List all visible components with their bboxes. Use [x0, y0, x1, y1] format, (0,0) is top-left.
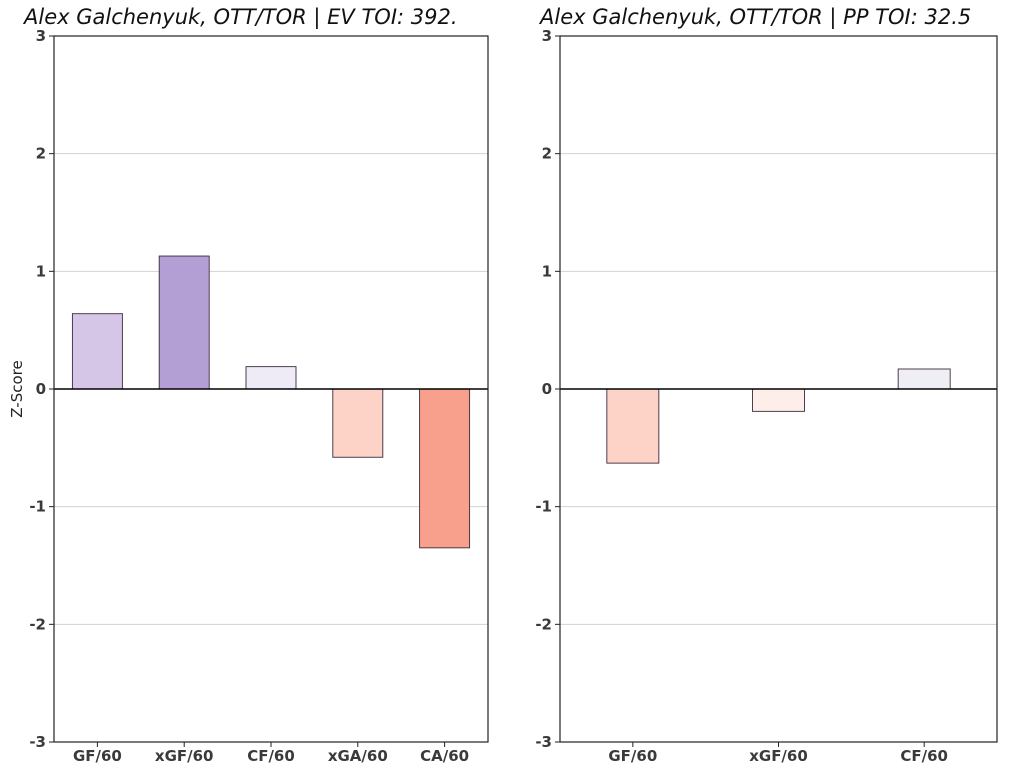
x-tick-label: xGF/60: [749, 747, 808, 765]
x-tick-label: GF/60: [608, 747, 657, 765]
y-tick-label: -2: [535, 615, 552, 633]
bar-gf-per-60: [71, 313, 123, 390]
x-tick-label: xGF/60: [155, 747, 214, 765]
ev-chart-panel: Alex Galchenyuk, OTT/TOR | EV TOI: 392. …: [8, 5, 489, 765]
y-tick-label: 0: [542, 380, 552, 398]
ev-chart-title: Alex Galchenyuk, OTT/TOR | EV TOI: 392.: [22, 5, 458, 30]
bar-gf-per-60: [606, 388, 660, 464]
x-tick-label: xGA/60: [328, 747, 388, 765]
bar-xgf-per-60: [752, 388, 805, 412]
y-tick-label: 3: [36, 27, 46, 45]
x-tick-label: GF/60: [73, 747, 122, 765]
plot-frame: [53, 35, 489, 743]
pp-chart-panel: Alex Galchenyuk, OTT/TOR | PP TOI: 32.5 …: [535, 5, 998, 765]
y-tick-label: -1: [29, 498, 46, 516]
y-tick-label: -3: [535, 733, 552, 751]
y-tick-label: 1: [36, 262, 46, 280]
y-axis-label: Z-Score: [8, 360, 26, 417]
bar-xgf-per-60: [158, 255, 210, 390]
bar-xga-per-60: [332, 388, 384, 458]
bar-ca-per-60: [419, 388, 471, 549]
bar-cf-per-60: [245, 366, 297, 390]
y-tick-label: 1: [542, 262, 552, 280]
y-tick-label: 2: [542, 145, 552, 163]
y-tick-label: 3: [542, 27, 552, 45]
bar-cf-per-60: [897, 368, 951, 390]
y-tick-label: 0: [36, 380, 46, 398]
y-tick-label: -2: [29, 615, 46, 633]
x-tick-label: CF/60: [900, 747, 948, 765]
plot-frame: [559, 35, 998, 743]
x-tick-label: CA/60: [420, 747, 469, 765]
pp-chart-title: Alex Galchenyuk, OTT/TOR | PP TOI: 32.5: [538, 5, 971, 30]
y-tick-label: 2: [36, 145, 46, 163]
x-tick-label: CF/60: [247, 747, 295, 765]
y-tick-label: -3: [29, 733, 46, 751]
y-tick-label: -1: [535, 498, 552, 516]
